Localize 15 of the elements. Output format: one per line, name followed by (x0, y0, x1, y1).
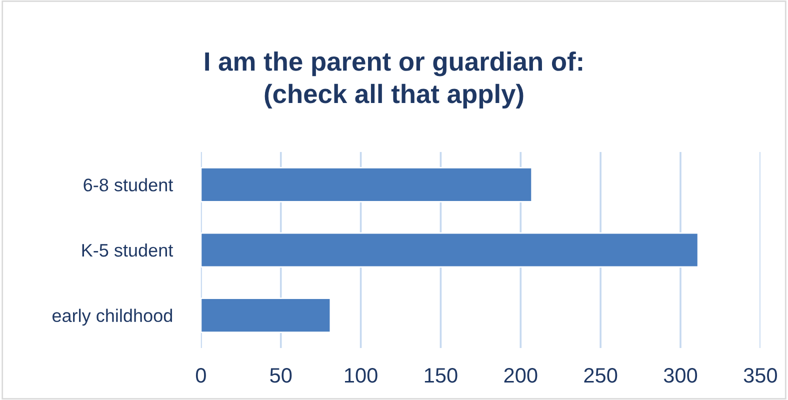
y-tick-label: K-5 student (82, 243, 174, 257)
chart-title: I am the parent or guardian of: (check all that apply) (205, 52, 582, 108)
bar (200, 166, 533, 202)
x-tick-label: 250 (584, 368, 618, 383)
x-tick-label: 50 (270, 368, 292, 383)
x-tick-label: 300 (664, 368, 698, 383)
bar (200, 232, 699, 268)
x-tick-label: 100 (345, 368, 378, 383)
y-tick-label: early childhood (52, 308, 172, 326)
x-tick-label: 350 (744, 368, 777, 383)
x-tick-label: 150 (424, 368, 458, 383)
x-tick-label: 200 (504, 368, 538, 383)
x-tick-label: 0 (196, 368, 206, 383)
bar (200, 298, 332, 334)
y-tick-label: 6-8 student (84, 178, 174, 192)
